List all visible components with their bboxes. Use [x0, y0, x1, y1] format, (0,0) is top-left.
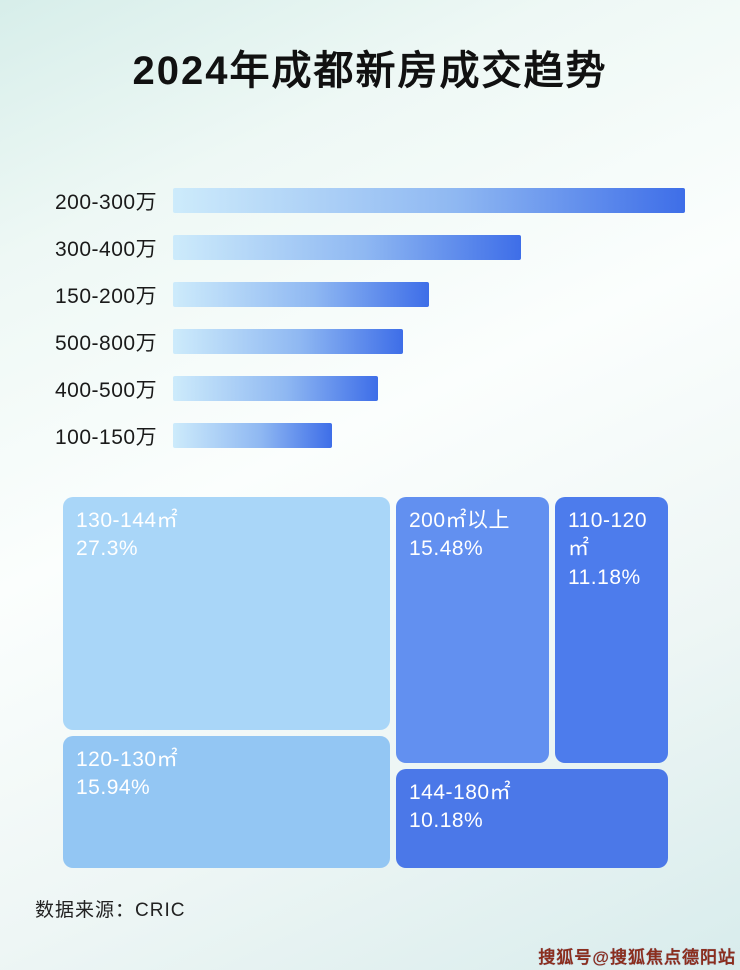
bar-row: 300-400万	[55, 224, 685, 271]
treemap-block-value: 15.94%	[76, 776, 151, 800]
bar-row: 400-500万	[55, 365, 685, 412]
bar-track	[173, 329, 685, 354]
bar-track	[173, 282, 685, 307]
bar	[173, 329, 404, 354]
bar-row: 150-200万	[55, 271, 685, 318]
bar-category-label: 400-500万	[55, 378, 158, 402]
bar	[173, 188, 685, 213]
treemap-block-label: 144-180㎡	[409, 781, 512, 804]
treemap-block-value: 11.18%	[568, 565, 641, 589]
bar-track	[173, 188, 685, 213]
bar-category-label: 200-300万	[55, 190, 158, 214]
treemap-block-value: 15.48%	[409, 537, 484, 561]
bar-category-label: 100-150万	[55, 425, 158, 449]
data-source-label: 数据来源：CRIC	[35, 900, 186, 921]
price-band-bar-chart: 200-300万 300-400万 150-200万 500-800万 400-…	[55, 177, 685, 459]
bar	[173, 376, 378, 401]
page-title: 2024年成都新房成交趋势	[132, 49, 608, 93]
treemap-block-value: 27.3%	[76, 537, 139, 561]
treemap-block: 120-130㎡ 15.94%	[63, 736, 390, 868]
bar	[173, 235, 522, 260]
treemap-block-label: 120-130㎡	[76, 748, 179, 771]
bar-row: 100-150万	[55, 412, 685, 459]
bar	[173, 423, 332, 448]
watermark-text: 搜狐号@搜狐焦点德阳站	[538, 948, 736, 967]
bar-category-label: 500-800万	[55, 331, 158, 355]
bar-track	[173, 376, 685, 401]
treemap-block-label: 110-120㎡	[568, 509, 648, 561]
bar-category-label: 300-400万	[55, 237, 158, 261]
bar-category-label: 150-200万	[55, 284, 158, 308]
treemap-block: 200㎡以上 15.48%	[396, 497, 549, 763]
bar-row: 500-800万	[55, 318, 685, 365]
bar-track	[173, 235, 685, 260]
treemap-block-label: 200㎡以上	[409, 509, 511, 532]
bar-row: 200-300万	[55, 177, 685, 224]
bar	[173, 282, 429, 307]
treemap-block: 110-120㎡ 11.18%	[555, 497, 668, 763]
treemap-block-label: 130-144㎡	[76, 509, 179, 532]
treemap-block: 144-180㎡ 10.18%	[396, 769, 668, 868]
bar-track	[173, 423, 685, 448]
area-share-treemap: 130-144㎡ 27.3% 120-130㎡ 15.94% 200㎡以上 15…	[63, 497, 668, 868]
treemap-block-value: 10.18%	[409, 809, 484, 833]
treemap-block: 130-144㎡ 27.3%	[63, 497, 390, 730]
